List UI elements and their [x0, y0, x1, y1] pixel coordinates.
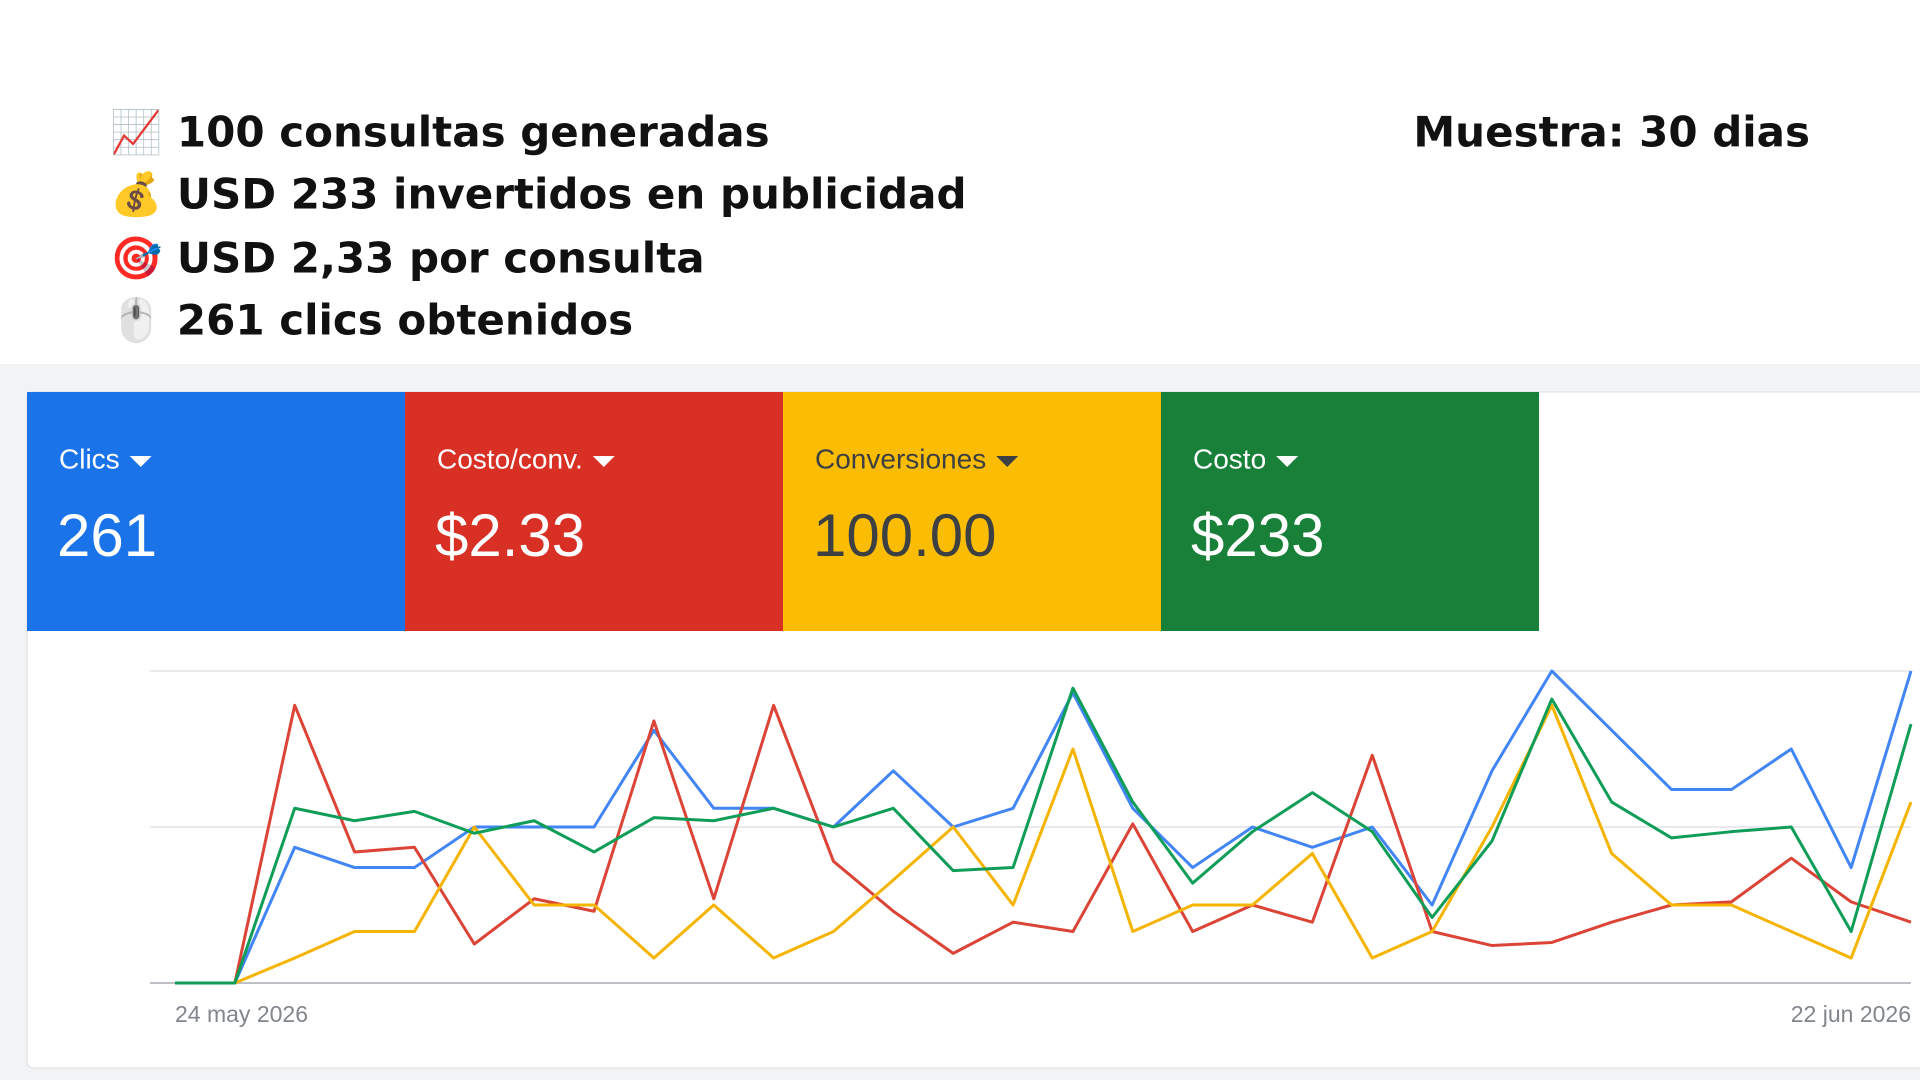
metric-label: Conversiones: [815, 443, 986, 474]
metric-value: 100.00: [813, 502, 997, 569]
dropdown-arrow[interactable]: [996, 456, 1019, 467]
x-tick-label: 24 may 2026: [175, 1001, 308, 1027]
dropdown-arrow[interactable]: [1276, 456, 1299, 467]
metric-value: $2.33: [435, 502, 585, 569]
series-line: [175, 703, 1913, 985]
series-line: [175, 703, 1912, 985]
summary-line: 🖱️ 261 clics obtenidos: [110, 296, 633, 345]
x-tick-label: 22 jun 2026: [1791, 1001, 1911, 1027]
dropdown-arrow[interactable]: [129, 456, 152, 467]
summary-line: 🎯 USD 2,33 por consulta: [110, 234, 705, 283]
metric-label: Costo: [1193, 443, 1266, 474]
series-line: [175, 669, 1913, 985]
summary-line: 💰 USD 233 invertidos en publicidad: [110, 170, 967, 220]
metric-card[interactable]: [1161, 392, 1539, 631]
metric-value: $233: [1191, 502, 1324, 569]
metric-card[interactable]: [405, 392, 783, 631]
summary-line: 📈 100 consultas generadas: [110, 108, 770, 157]
metric-card[interactable]: [783, 392, 1161, 631]
metric-value: 261: [57, 502, 157, 569]
sample-label: Muestra: 30 dias: [1413, 108, 1810, 157]
dropdown-arrow[interactable]: [592, 456, 615, 467]
metric-card[interactable]: [27, 392, 405, 631]
metric-label: Costo/conv.: [437, 443, 583, 474]
metric-label: Clics: [59, 443, 120, 474]
series-line: [175, 686, 1913, 985]
